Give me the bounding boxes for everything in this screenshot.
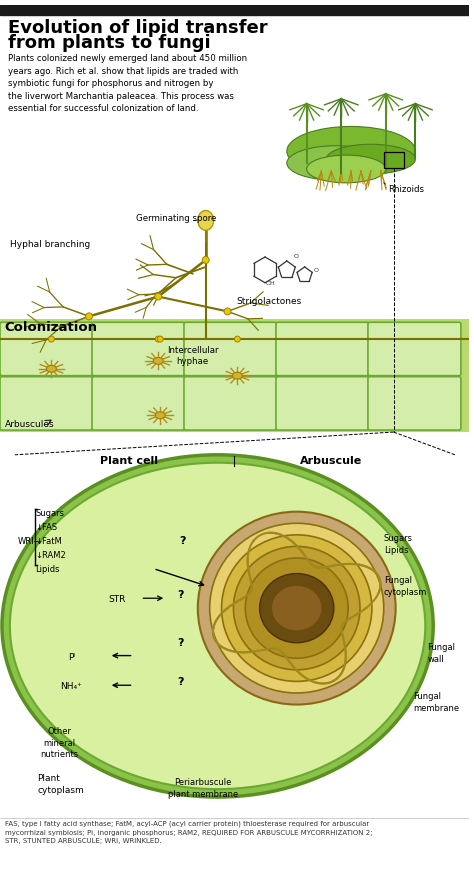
- Ellipse shape: [272, 586, 321, 630]
- Ellipse shape: [155, 412, 165, 419]
- Ellipse shape: [198, 211, 214, 230]
- FancyBboxPatch shape: [276, 322, 369, 375]
- Text: Fungal
wall: Fungal wall: [427, 643, 455, 663]
- FancyBboxPatch shape: [92, 376, 185, 430]
- Ellipse shape: [287, 127, 415, 176]
- Text: ?: ?: [178, 591, 184, 600]
- Text: O: O: [314, 268, 319, 273]
- Text: Intercellular
hyphae: Intercellular hyphae: [167, 346, 219, 366]
- Text: Evolution of lipid transfer: Evolution of lipid transfer: [8, 18, 267, 37]
- Ellipse shape: [221, 535, 372, 682]
- Ellipse shape: [287, 146, 386, 180]
- Text: ↓FatM: ↓FatM: [36, 537, 63, 546]
- Text: ?: ?: [178, 638, 184, 648]
- Ellipse shape: [202, 256, 209, 263]
- Ellipse shape: [210, 523, 384, 693]
- Text: ↓RAM2: ↓RAM2: [36, 550, 66, 560]
- FancyBboxPatch shape: [184, 322, 277, 375]
- Text: Other
mineral
nutrients: Other mineral nutrients: [40, 727, 78, 760]
- Text: Fungal
cytoplasm: Fungal cytoplasm: [384, 577, 427, 598]
- FancyBboxPatch shape: [92, 322, 185, 375]
- Text: O: O: [293, 254, 298, 259]
- Bar: [0, 4, 469, 15]
- Text: ↓FAS: ↓FAS: [36, 523, 58, 532]
- Text: Plant
cytoplasm: Plant cytoplasm: [37, 774, 84, 795]
- Ellipse shape: [157, 336, 163, 342]
- Ellipse shape: [260, 573, 334, 643]
- FancyBboxPatch shape: [368, 322, 461, 375]
- Text: Colonization: Colonization: [4, 321, 97, 334]
- FancyBboxPatch shape: [276, 376, 369, 430]
- Text: Hyphal branching: Hyphal branching: [10, 240, 90, 249]
- Ellipse shape: [245, 558, 348, 658]
- Text: NH₄⁺: NH₄⁺: [60, 682, 82, 691]
- Ellipse shape: [155, 293, 162, 300]
- Text: Plants colonized newly emerged land about 450 million
years ago. Rich et al. sho: Plants colonized newly emerged land abou…: [8, 54, 247, 113]
- Text: Pᴵ: Pᴵ: [68, 653, 75, 662]
- Ellipse shape: [233, 546, 360, 670]
- Text: Germinating spore: Germinating spore: [137, 214, 217, 223]
- Text: Rhizoids: Rhizoids: [388, 185, 424, 193]
- Text: from plants to fungi: from plants to fungi: [8, 34, 210, 52]
- Text: ?: ?: [180, 536, 186, 546]
- Text: Fungal
membrane: Fungal membrane: [413, 692, 460, 713]
- Ellipse shape: [235, 336, 240, 342]
- Bar: [384, 152, 403, 168]
- Ellipse shape: [48, 336, 55, 342]
- Bar: [0, 319, 469, 432]
- Ellipse shape: [153, 357, 163, 364]
- Ellipse shape: [85, 313, 92, 319]
- Ellipse shape: [155, 336, 161, 342]
- Text: Lipids: Lipids: [36, 564, 60, 574]
- Text: Sugars: Sugars: [36, 509, 64, 518]
- Ellipse shape: [2, 455, 433, 797]
- Ellipse shape: [10, 463, 425, 789]
- Text: Strigolactones: Strigolactones: [237, 297, 301, 305]
- Text: STR: STR: [108, 595, 126, 605]
- Text: Periarbuscule
plant membrane: Periarbuscule plant membrane: [168, 778, 238, 799]
- FancyBboxPatch shape: [184, 376, 277, 430]
- Text: ?: ?: [178, 677, 184, 687]
- FancyBboxPatch shape: [0, 322, 93, 375]
- FancyBboxPatch shape: [0, 376, 93, 430]
- Text: Arbuscule: Arbuscule: [300, 456, 363, 466]
- Ellipse shape: [307, 155, 386, 183]
- Text: FAS, type I fatty acid synthase; FatM, acyl-ACP (acyl carrier protein) thioester: FAS, type I fatty acid synthase; FatM, a…: [5, 821, 373, 844]
- Ellipse shape: [224, 308, 231, 315]
- Ellipse shape: [327, 144, 415, 174]
- Text: Arbuscules: Arbuscules: [5, 420, 55, 430]
- Ellipse shape: [46, 365, 56, 372]
- Text: Plant cell: Plant cell: [100, 456, 157, 466]
- FancyBboxPatch shape: [368, 376, 461, 430]
- Text: OH: OH: [265, 281, 275, 286]
- Text: WRI—: WRI—: [18, 537, 43, 546]
- Ellipse shape: [198, 512, 396, 704]
- Text: Sugars
Lipids: Sugars Lipids: [384, 534, 413, 555]
- Ellipse shape: [232, 372, 242, 379]
